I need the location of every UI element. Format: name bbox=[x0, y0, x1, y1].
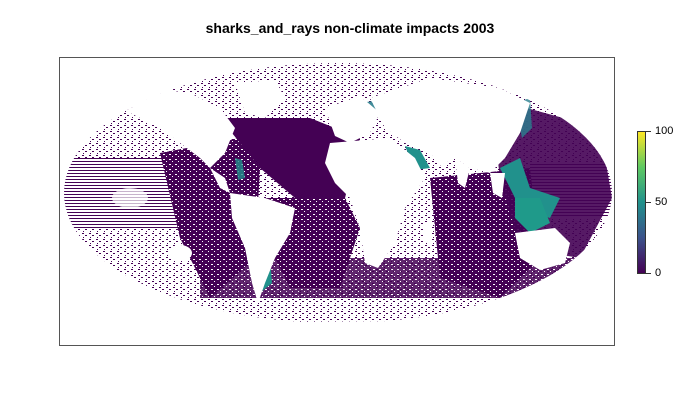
legend-colorbar bbox=[637, 131, 646, 274]
legend-label-100: 100 bbox=[655, 126, 673, 137]
legend-label-0: 0 bbox=[655, 268, 661, 279]
legend-tick-50 bbox=[646, 202, 651, 203]
ocean-layer bbox=[60, 58, 615, 346]
legend-tick-0 bbox=[646, 273, 651, 274]
legend-label-50: 50 bbox=[655, 197, 667, 208]
map-panel bbox=[59, 57, 615, 346]
legend-tick-100 bbox=[646, 131, 651, 132]
world-impact-map bbox=[60, 58, 615, 346]
map-title: sharks_and_rays non-climate impacts 2003 bbox=[0, 20, 700, 36]
